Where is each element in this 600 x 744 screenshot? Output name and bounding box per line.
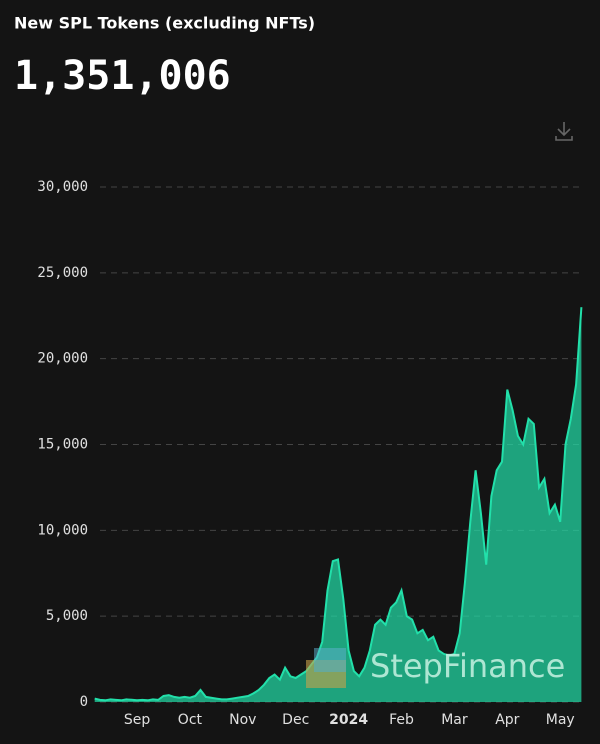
area [94,307,582,702]
x-tick-label: Nov [229,712,256,728]
y-tick-label: 30,000 [37,179,88,195]
x-tick-label: Apr [495,712,519,728]
y-tick-label: 0 [80,694,88,710]
y-tick-label: 25,000 [37,265,88,281]
x-tick-label: May [546,712,575,728]
watermark-text: StepFinance [370,647,565,685]
total-value: 1,351,006 [14,53,231,99]
download-icon[interactable] [555,122,573,141]
line [94,307,583,702]
x-tick-label: Dec [282,712,309,728]
y-tick-label: 10,000 [37,522,88,538]
x-tick-label: Mar [441,712,468,728]
x-tick-label: Oct [178,712,203,728]
chart-title: New SPL Tokens (excluding NFTs) [14,14,315,33]
y-tick-label: 5,000 [46,608,88,624]
x-tick-label: 2024 [329,712,368,728]
x-tick-label: Feb [389,712,414,728]
y-tick-label: 20,000 [37,351,88,367]
watermark: StepFinance [306,647,565,688]
x-tick-label: Sep [124,712,151,728]
y-tick-label: 15,000 [37,437,88,453]
